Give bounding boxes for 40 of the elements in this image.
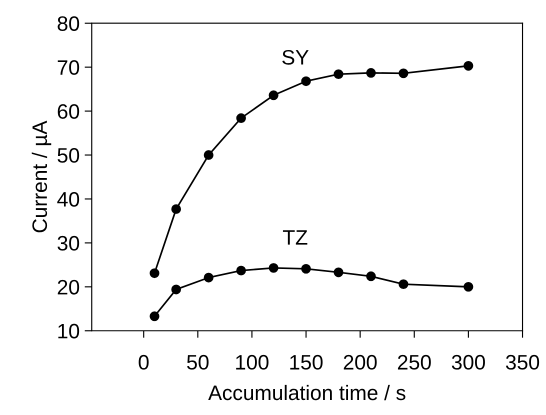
x-tick-label: 100 (236, 354, 268, 370)
point (464, 60, 474, 71)
y-tick-label: 40 (57, 192, 80, 207)
point (150, 268, 160, 278)
y-tick-label: 80 (58, 16, 80, 31)
point (150, 311, 160, 322)
x-tick-label: 0 (138, 354, 149, 370)
series-label: TZ (282, 230, 308, 245)
point (204, 150, 214, 160)
point (334, 69, 344, 80)
point (171, 284, 182, 294)
point (366, 68, 376, 78)
x-tick-label: 200 (344, 354, 377, 370)
point (398, 279, 408, 290)
point (236, 113, 246, 123)
point (236, 266, 246, 276)
point (301, 76, 311, 86)
point (464, 282, 474, 292)
point (204, 272, 214, 282)
x-tick-label: 250 (398, 354, 431, 370)
y-tick-label: 50 (58, 148, 80, 163)
point (301, 264, 311, 274)
x-axis-title: Accumulation time / s (208, 384, 406, 400)
x-tick-label: 300 (452, 354, 485, 370)
y-tick-label: 70 (58, 60, 80, 75)
point (171, 204, 182, 214)
x-tick-label: 350 (506, 354, 540, 370)
y-tick-label: 60 (58, 104, 80, 119)
point (268, 90, 278, 100)
point (398, 68, 408, 78)
y-tick-label: 20 (58, 280, 80, 295)
series-label: SY (282, 50, 309, 65)
y-tick-label: 30 (58, 236, 80, 251)
point (334, 267, 344, 278)
y-tick-label: 10 (58, 324, 80, 339)
x-tick-label: 150 (290, 354, 323, 370)
y-axis-title: Current / µA (32, 120, 52, 232)
point (268, 263, 278, 273)
x-tick-label: 50 (187, 354, 209, 370)
point (366, 271, 376, 282)
